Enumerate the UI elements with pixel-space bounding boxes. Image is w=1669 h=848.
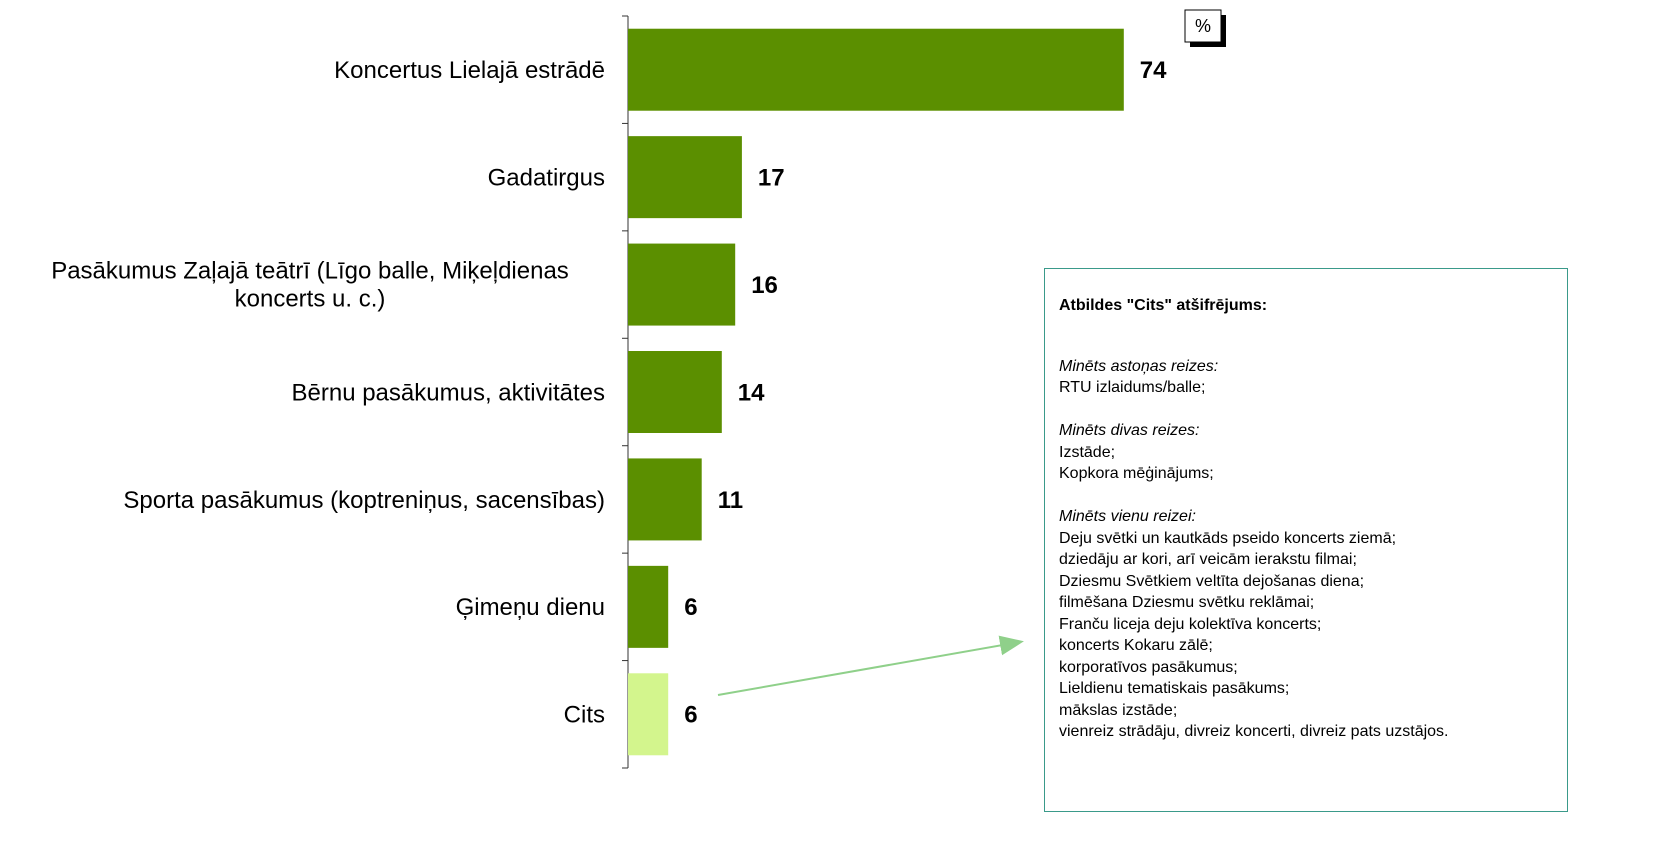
annotation-title: Atbildes "Cits" atšifrējums:: [1059, 297, 1268, 314]
value-label: 11: [718, 487, 743, 514]
category-label: Sporta pasākumus (koptreniņus, sacensība…: [123, 487, 605, 514]
annotation-section: Minēts astoņas reizes: RTU izlaidums/ball…: [1059, 356, 1567, 399]
unit-box: [1184, 9, 1222, 43]
annotation-heading: Minēts vienu reizei:: [1059, 508, 1196, 525]
annotation-item: Kopkora mēģinājums;: [1059, 465, 1214, 482]
value-label: 14: [738, 379, 765, 406]
category-label: Bērnu pasākumus, aktivitātes: [292, 379, 606, 406]
annotation-item: Franču liceja deju kolektīva koncerts;: [1059, 615, 1322, 633]
annotation-arrow: [717, 635, 1024, 696]
unit-label: %: [1195, 16, 1211, 36]
value-label: 6: [684, 702, 697, 729]
annotation-item: koncerts Kokaru zālē;: [1059, 637, 1213, 654]
value-label: 6: [684, 594, 697, 621]
annotation-item: Deju svētki un kautkāds pseido koncerts …: [1059, 529, 1397, 547]
annotation-heading: Minēts divas reizes:: [1059, 422, 1200, 439]
annotation-item: Dziesmu Svētkiem veltīta dejošanas diena…: [1059, 572, 1365, 590]
annotation-item: Izstāde;: [1059, 443, 1116, 461]
bar: [628, 136, 742, 219]
category-label: Cits: [564, 702, 605, 729]
annotation-item: korporatīvos pasākumus;: [1059, 658, 1238, 676]
annotation-item: vienreiz strādāju, divreiz koncerti, div…: [1059, 723, 1449, 740]
annotation-section: Minēts divas reizes: Izstāde; Kopkora mēģi…: [1059, 420, 1567, 485]
bar: [628, 673, 669, 756]
annotation-heading: Minēts astoņas reizes:: [1059, 357, 1219, 375]
annotation-item: filmēšana Dziesmu svētku reklāmai;: [1059, 594, 1315, 611]
category-label: Gadatirgus: [488, 164, 605, 191]
category-label: Pasākumus Zaļajā teātrī (Līgo balle, Miķ…: [51, 258, 569, 313]
annotation-item: Lieldienu tematiskais pasākums;: [1059, 680, 1290, 697]
category-label: Koncertus Lielajā estrādē: [334, 57, 605, 84]
value-label: 74: [1140, 57, 1167, 84]
bar: [628, 565, 669, 648]
bar: [628, 351, 722, 433]
value-label: 17: [758, 164, 785, 191]
value-label: 16: [751, 272, 778, 299]
annotation-item: mākslas izstāde;: [1059, 701, 1178, 719]
annotation-item: dziedāju ar kori, arī veicām ierakstu fi…: [1059, 551, 1357, 568]
category-label: Ģimeņu dienu: [456, 594, 605, 621]
bar: [628, 458, 702, 541]
annotation-item: RTU izlaidums/balle;: [1059, 379, 1206, 396]
bar: [628, 28, 1124, 111]
bar: [628, 243, 736, 326]
annotation-section: Minēts vienu reizei: Deju svētki un kautk…: [1059, 506, 1567, 743]
annotation-box: Atbildes "Cits" atšifrējums: Minēts astoņ…: [1044, 268, 1568, 812]
